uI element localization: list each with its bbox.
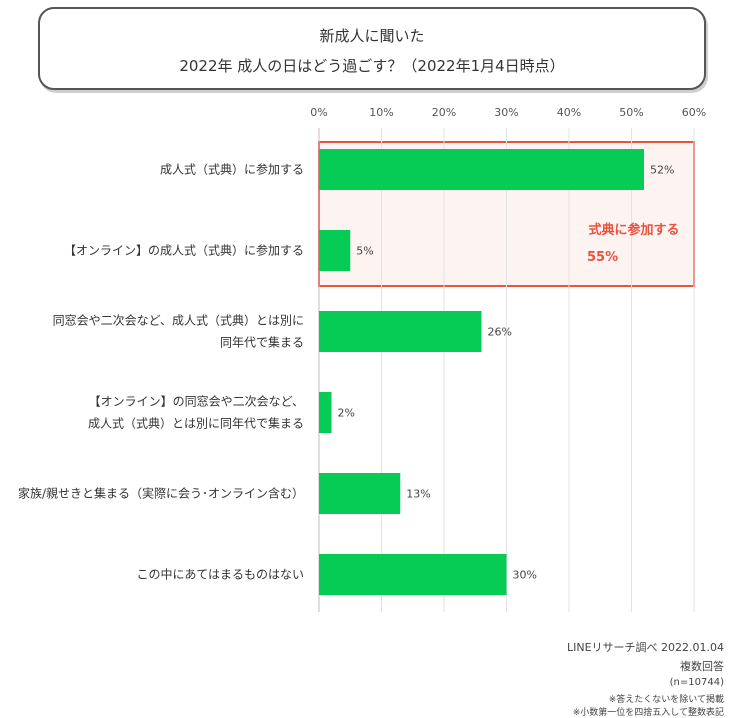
bar-value-label: 30% [513, 569, 537, 582]
x-tick-label: 50% [619, 106, 643, 119]
bar-value-label: 52% [650, 164, 674, 177]
bar-value-label: 5% [356, 245, 373, 258]
category-label: この中にあてはまるものはない [136, 567, 304, 582]
highlight-value: 55% [587, 250, 618, 265]
x-tick-label: 60% [682, 106, 706, 119]
category-label: 成人式（式典）とは別に同年代で集まる [88, 416, 304, 431]
source-note-rounding: ※小数第一位を四捨五入して整数表記 [572, 708, 724, 718]
x-tick-label: 30% [494, 106, 518, 119]
category-label: 成人式（式典）に参加する [160, 162, 304, 177]
bar-value-label: 26% [488, 326, 512, 339]
bar-value-label: 2% [338, 407, 355, 420]
x-tick-label: 10% [369, 106, 393, 119]
bar [319, 554, 507, 595]
bar-value-label: 13% [406, 488, 430, 501]
category-label: 同窓会や二次会など、成人式（式典）とは別に [53, 313, 304, 328]
source-sample-size: (n=10744) [669, 677, 724, 688]
bar [319, 311, 482, 352]
chart-title-line1: 新成人に聞いた [319, 27, 425, 45]
source-credit: LINEリサーチ調べ 2022.01.04 [566, 641, 724, 654]
chart-title-box: 新成人に聞いた 2022年 成人の日はどう過ごす？（2022年1月4日時点） [38, 7, 706, 90]
x-tick-label: 20% [432, 106, 456, 119]
bar [319, 230, 351, 271]
x-tick-label: 0% [310, 106, 327, 119]
source-note-multiple-answers: 複数回答 [680, 660, 724, 673]
category-label: 【オンライン】の同窓会や二次会など、 [89, 394, 304, 409]
bar [319, 149, 644, 190]
category-label: 家族/親せきと集まる（実際に会う･オンライン含む） [18, 486, 304, 501]
category-label: 同年代で集まる [220, 335, 304, 350]
category-label: 【オンライン】の成人式（式典）に参加する [64, 243, 304, 258]
bar [319, 392, 332, 433]
highlight-label: 式典に参加する [588, 222, 679, 238]
x-tick-label: 40% [557, 106, 581, 119]
bar [319, 473, 401, 514]
source-note-excluded: ※答えたくないを除いて掲載 [608, 695, 724, 705]
chart-title-line2: 2022年 成人の日はどう過ごす？（2022年1月4日時点） [179, 57, 565, 75]
